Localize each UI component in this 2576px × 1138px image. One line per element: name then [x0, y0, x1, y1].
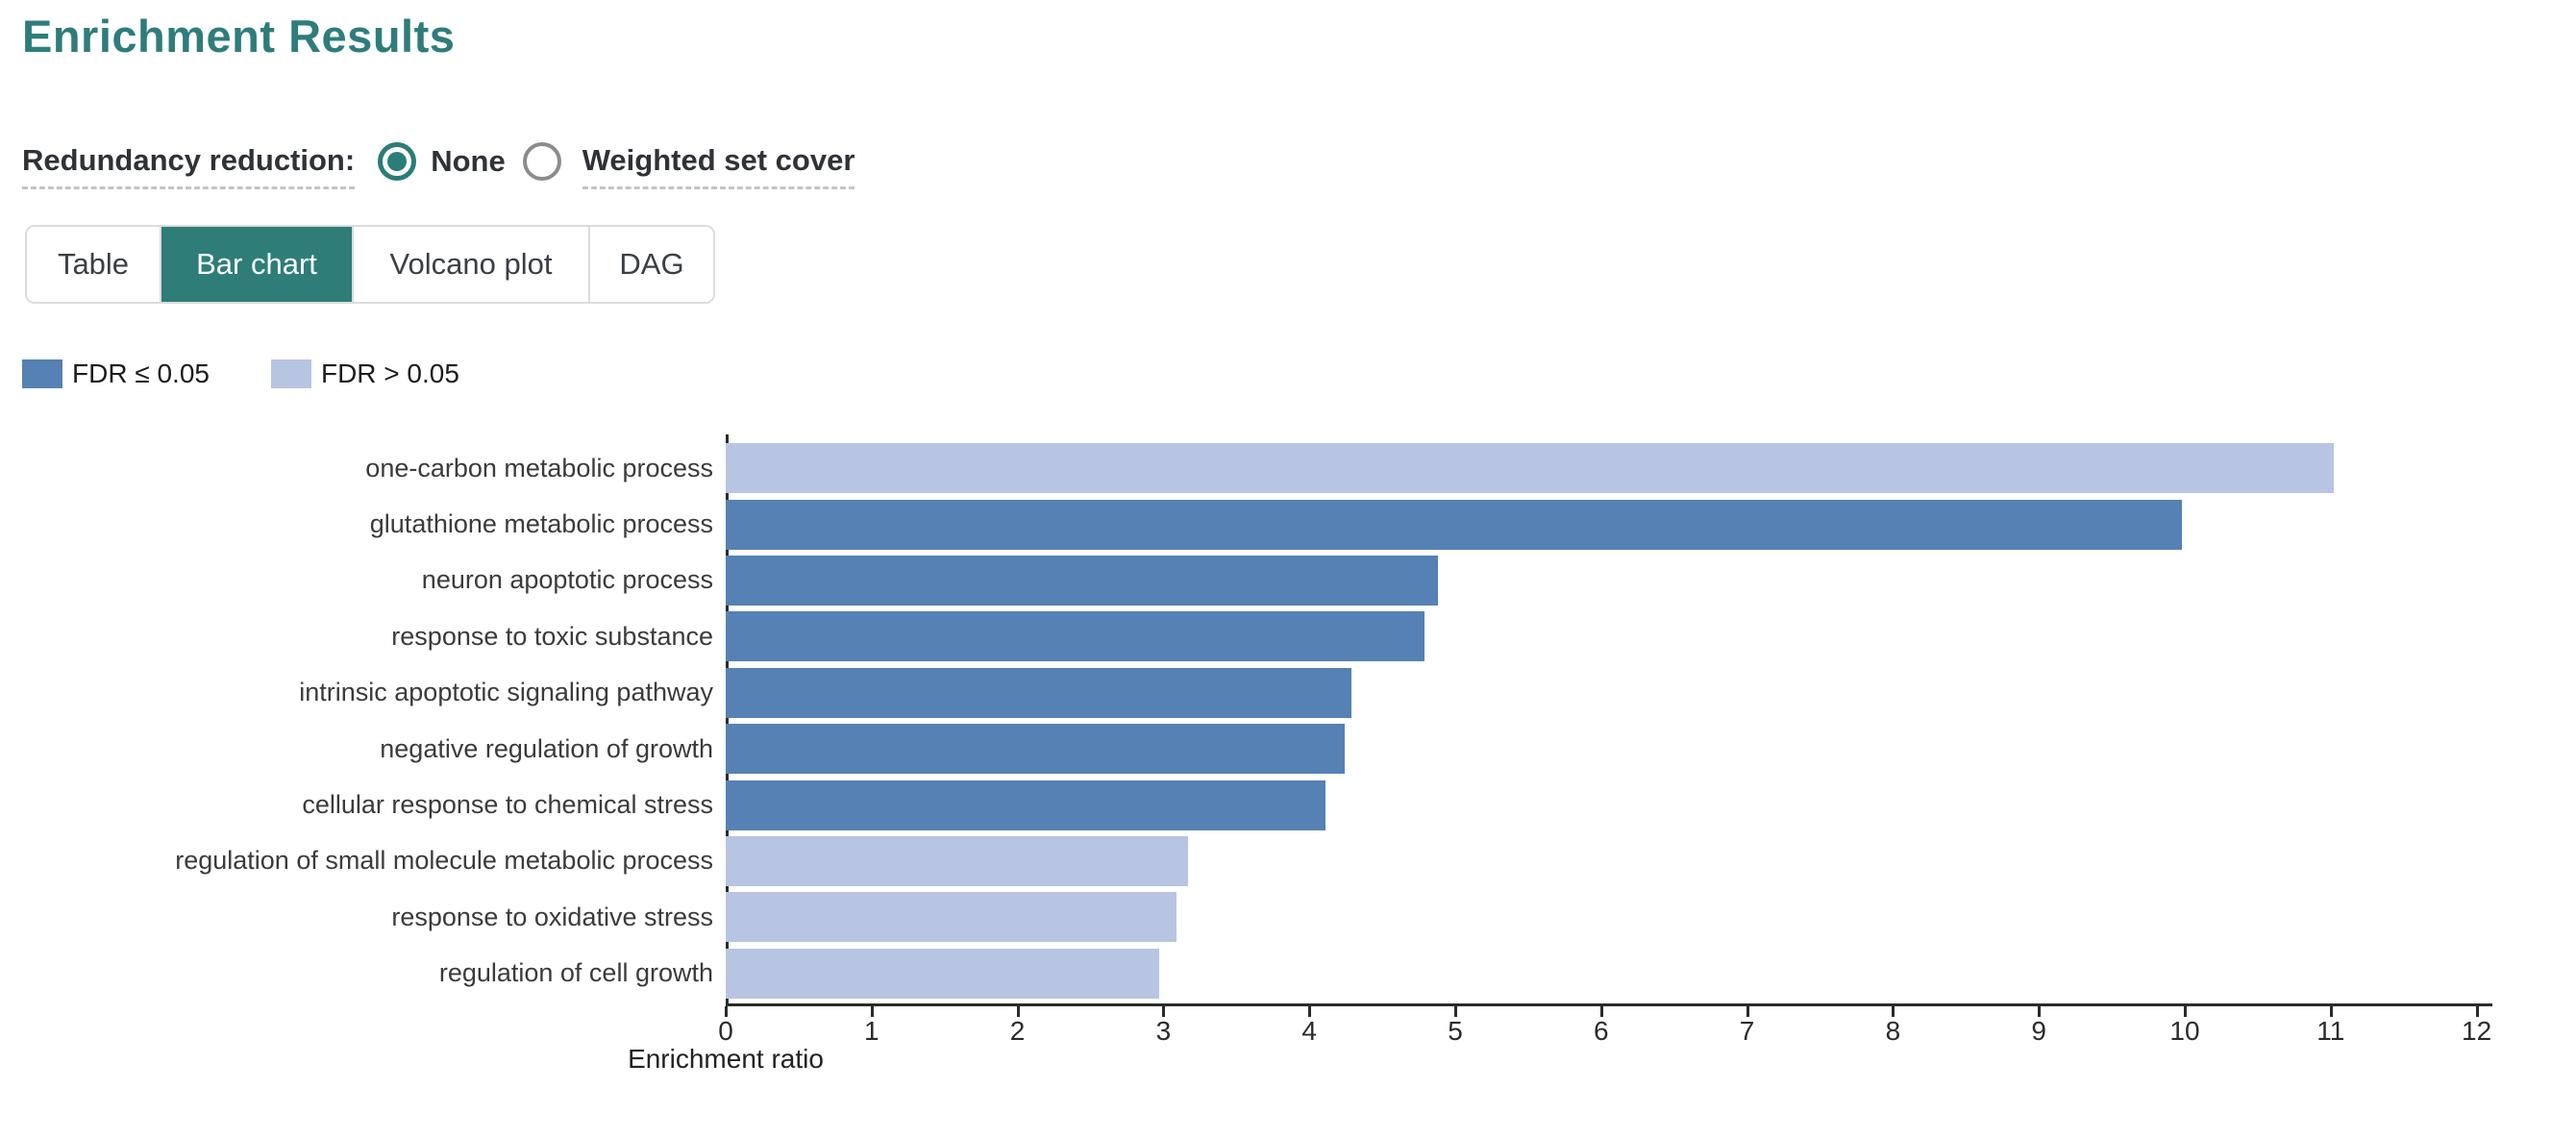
legend-swatch-fdr-nonsignificant	[270, 359, 311, 388]
y-axis-line	[726, 434, 729, 1004]
x-axis-tick	[725, 1006, 728, 1017]
bar-row: neuron apoptotic process	[0, 553, 2576, 608]
x-axis-tick	[1746, 1006, 1749, 1017]
bar[interactable]	[726, 443, 2334, 494]
redundancy-reduction-control: Redundancy reduction: None Weighted set …	[22, 133, 855, 190]
x-axis-tick-label: 9	[2031, 1016, 2046, 1046]
x-axis-tick-label: 4	[1301, 1016, 1317, 1046]
bar[interactable]	[726, 611, 1424, 662]
x-axis-tick	[2038, 1006, 2042, 1017]
category-label: response to toxic substance	[391, 621, 713, 651]
x-axis-tick-label: 3	[1155, 1016, 1172, 1046]
tab-bar-chart[interactable]: Bar chart	[161, 227, 354, 302]
category-label: intrinsic apoptotic signaling pathway	[299, 678, 713, 707]
bar[interactable]	[726, 835, 1188, 886]
view-tabs: Table Bar chart Volcano plot DAG	[25, 225, 715, 304]
bar[interactable]	[726, 779, 1325, 830]
x-axis-tick-label: 0	[718, 1016, 733, 1046]
radio-label-weighted-set-cover[interactable]: Weighted set cover	[582, 143, 855, 189]
radio-label-none[interactable]: None	[431, 144, 506, 178]
bar[interactable]	[726, 555, 1438, 606]
category-label: glutathione metabolic process	[369, 509, 713, 539]
category-label: response to oxidative stress	[391, 902, 713, 931]
x-axis-tick	[1892, 1006, 1895, 1017]
x-axis-tick-label: 6	[1594, 1016, 1609, 1046]
bar[interactable]	[726, 892, 1177, 943]
x-axis-tick-label: 8	[1885, 1016, 1901, 1046]
fdr-legend: FDR ≤ 0.05 FDR > 0.05	[22, 358, 521, 390]
bar-rows: one-carbon metabolic process glutathione …	[0, 440, 2576, 1002]
legend-swatch-fdr-significant	[22, 359, 62, 388]
bar[interactable]	[726, 724, 1345, 775]
bar[interactable]	[726, 667, 1351, 718]
bar-row: regulation of small molecule metabolic p…	[0, 833, 2576, 889]
category-label: neuron apoptotic process	[421, 565, 713, 595]
x-axis-tick	[2184, 1006, 2187, 1017]
bar-row: glutathione metabolic process	[0, 496, 2576, 552]
bar-row: response to oxidative stress	[0, 889, 2576, 945]
bar-row: one-carbon metabolic process	[0, 440, 2576, 496]
bar-row: negative regulation of growth	[0, 721, 2576, 777]
bar-row: intrinsic apoptotic signaling pathway	[0, 665, 2576, 721]
x-axis-tick-label: 10	[2169, 1016, 2200, 1046]
legend-label-fdr-nonsignificant: FDR > 0.05	[320, 359, 459, 388]
category-label: cellular response to chemical stress	[302, 790, 713, 820]
page-title: Enrichment Results	[22, 11, 456, 62]
category-label: regulation of small molecule metabolic p…	[175, 846, 713, 876]
bar-row: regulation of cell growth	[0, 946, 2576, 1002]
bar-row: response to toxic substance	[0, 608, 2576, 664]
x-axis-tick	[2329, 1006, 2333, 1017]
x-axis-title: Enrichment ratio	[628, 1044, 824, 1074]
x-axis-tick-label: 1	[864, 1016, 879, 1046]
x-axis-tick	[1162, 1006, 1166, 1017]
category-label: regulation of cell growth	[438, 958, 713, 988]
tab-volcano-plot[interactable]: Volcano plot	[354, 227, 590, 302]
x-axis-tick-label: 12	[2462, 1016, 2492, 1046]
tab-dag[interactable]: DAG	[590, 227, 713, 302]
x-axis-tick	[2475, 1006, 2479, 1017]
legend-label-fdr-significant: FDR ≤ 0.05	[72, 359, 210, 388]
radio-button-weighted-set-cover[interactable]	[522, 142, 561, 181]
bar-row: cellular response to chemical stress	[0, 777, 2576, 832]
x-axis-tick-label: 2	[1009, 1016, 1026, 1046]
x-axis-tick	[1599, 1006, 1603, 1017]
x-axis-tick	[1308, 1006, 1312, 1017]
x-axis-tick-label: 7	[1739, 1016, 1755, 1046]
x-axis-tick-label: 5	[1448, 1016, 1463, 1046]
category-label: one-carbon metabolic process	[365, 453, 713, 482]
redundancy-reduction-label: Redundancy reduction:	[22, 143, 356, 189]
tab-table[interactable]: Table	[27, 227, 161, 302]
x-axis-tick	[1016, 1006, 1020, 1017]
bar[interactable]	[726, 499, 2182, 550]
x-axis-tick	[870, 1006, 874, 1017]
x-axis-tick-label: 11	[2316, 1016, 2345, 1046]
category-label: negative regulation of growth	[380, 733, 713, 763]
radio-button-none[interactable]	[378, 142, 417, 181]
bar[interactable]	[726, 948, 1159, 999]
x-axis-tick	[1454, 1006, 1457, 1017]
x-axis-line	[726, 1003, 2492, 1006]
